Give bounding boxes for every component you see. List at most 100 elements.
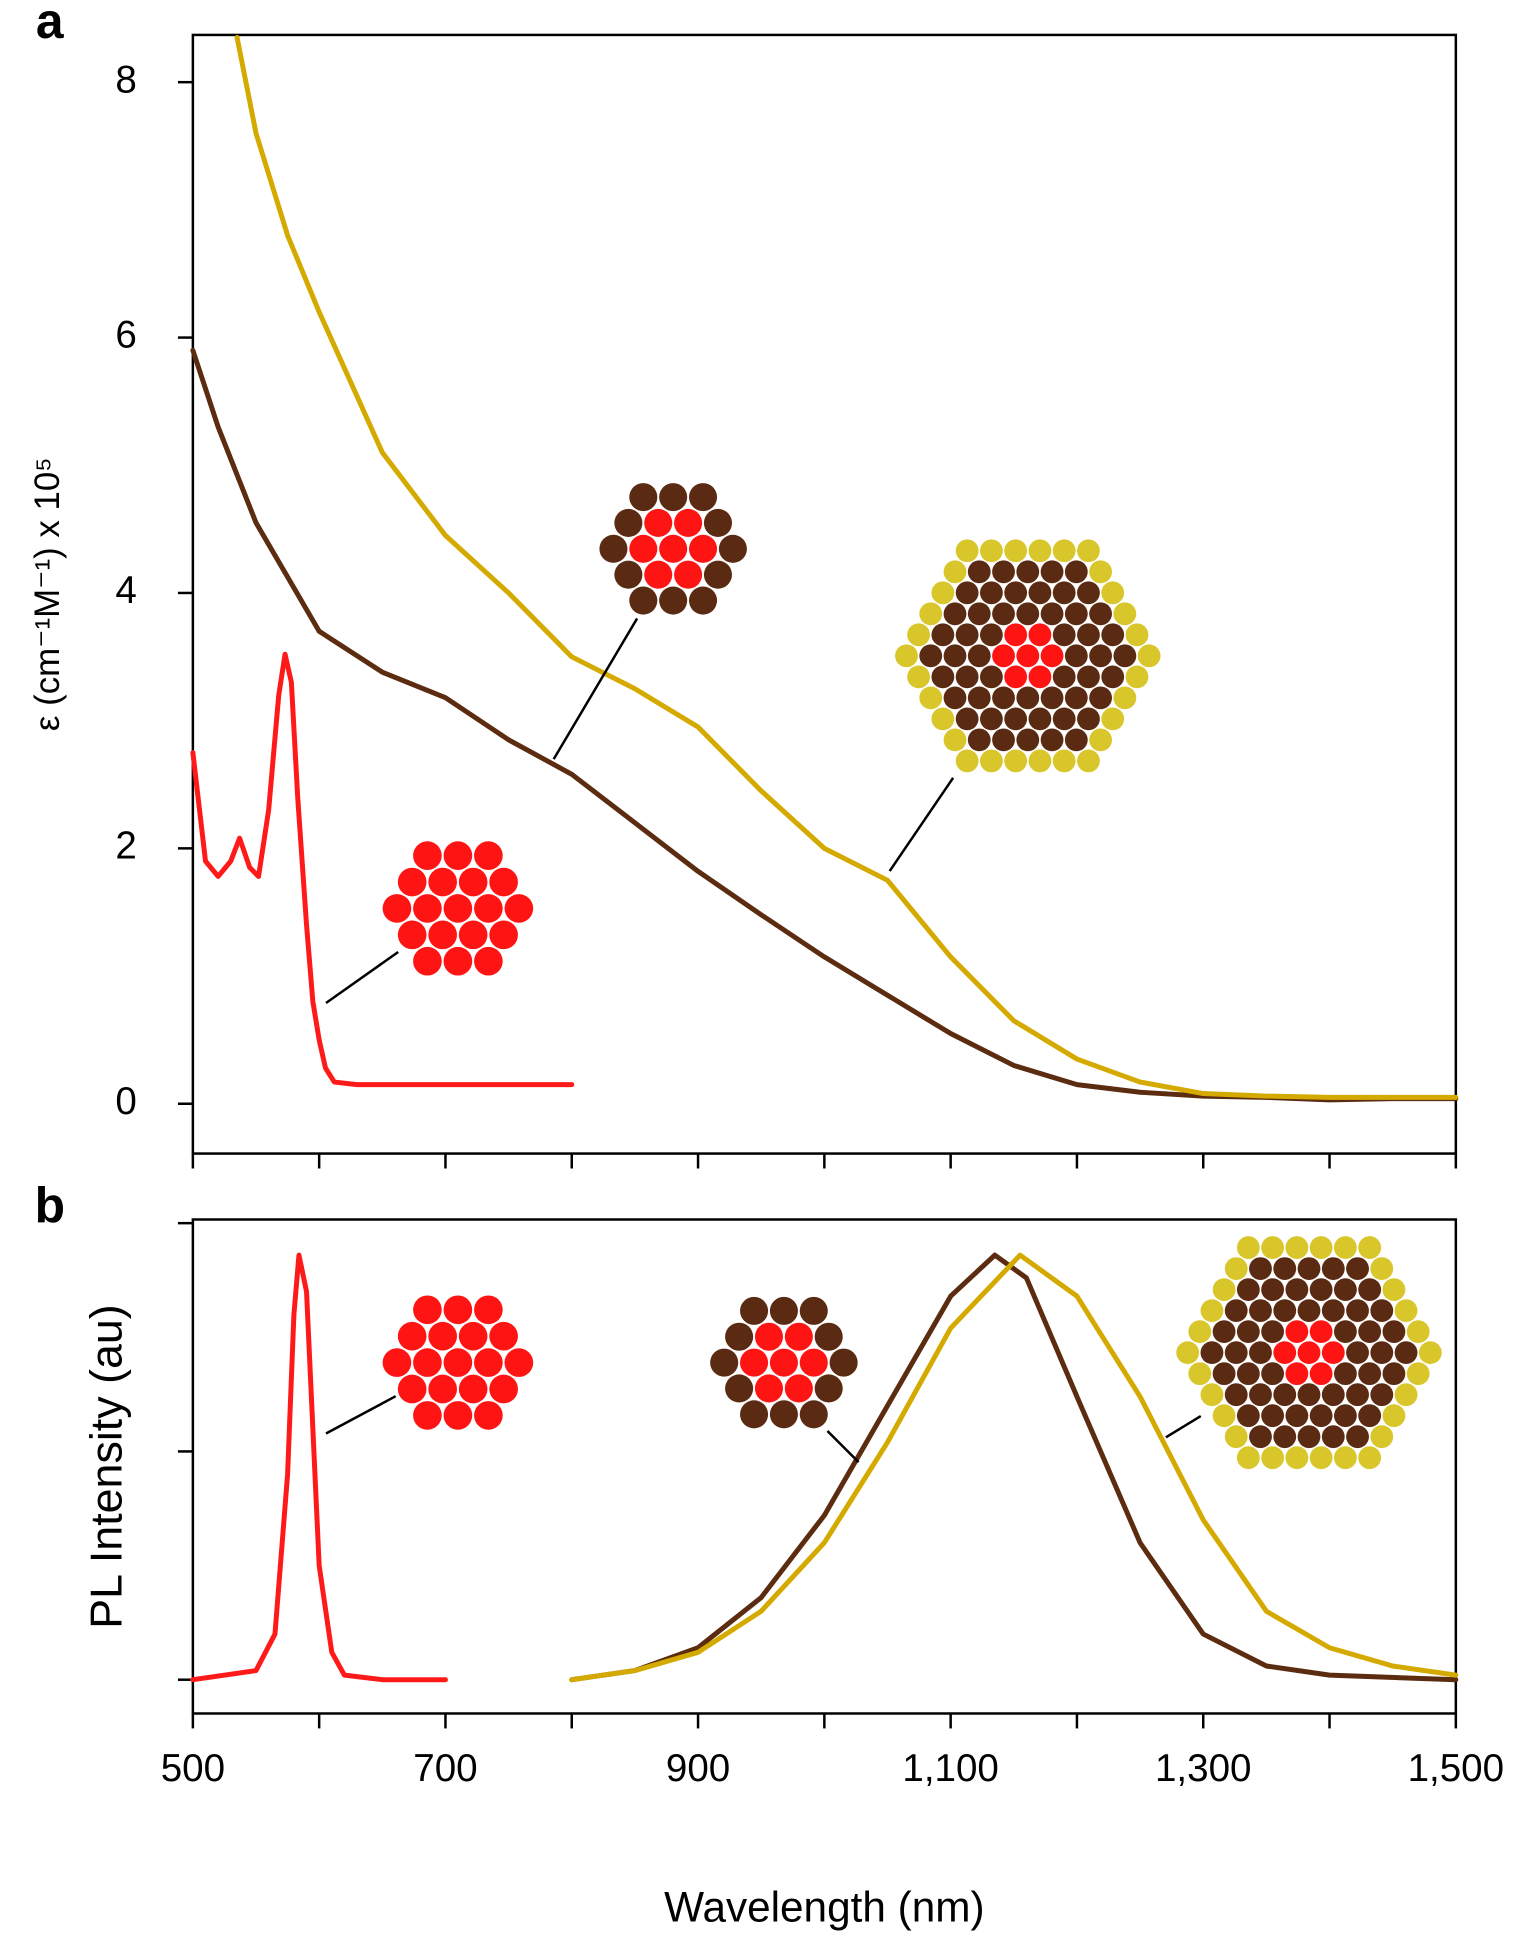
atom <box>1224 1257 1248 1280</box>
atom <box>382 894 412 923</box>
atom <box>1418 1341 1442 1365</box>
atom <box>1309 1278 1333 1302</box>
atom <box>1064 602 1088 626</box>
atom <box>1249 1257 1272 1280</box>
atom <box>703 508 732 538</box>
atom <box>1261 1278 1285 1302</box>
atom <box>1406 1362 1430 1386</box>
atom <box>1137 644 1161 668</box>
atom <box>1406 1320 1430 1344</box>
atom <box>1382 1404 1406 1428</box>
atom <box>1052 665 1076 689</box>
atom <box>659 483 688 512</box>
atom <box>1297 1341 1321 1365</box>
atom <box>829 1348 858 1377</box>
atom <box>1040 728 1064 752</box>
y-tick-label: 2 <box>115 825 136 868</box>
atom <box>1052 581 1076 605</box>
atom <box>1077 539 1100 563</box>
atom <box>740 1400 769 1429</box>
y-axis-label: ε (cm⁻¹M⁻¹) x 10⁵ <box>28 457 67 731</box>
atom <box>1040 686 1064 710</box>
atom <box>1285 1278 1309 1302</box>
atom <box>1358 1446 1382 1470</box>
series-line <box>190 1252 448 1683</box>
atom <box>1176 1341 1200 1365</box>
atom <box>1394 1341 1418 1365</box>
leader-line <box>552 617 639 760</box>
atom <box>1188 1320 1212 1344</box>
atom <box>1370 1383 1394 1407</box>
leader-line <box>325 1395 397 1435</box>
atom <box>1249 1383 1272 1407</box>
atom <box>1236 1278 1260 1302</box>
panel-label: b <box>35 1178 65 1234</box>
atom <box>1285 1320 1309 1344</box>
nanocrystal-icon <box>382 841 534 976</box>
atom <box>955 623 979 647</box>
atom <box>967 602 991 626</box>
nanocrystal-icon <box>895 539 1161 773</box>
atom <box>931 665 955 689</box>
atom <box>1113 644 1137 668</box>
atom <box>1052 707 1076 731</box>
nanocrystal-icon <box>1176 1236 1442 1470</box>
atom <box>1346 1257 1369 1280</box>
series-line <box>190 347 1459 1103</box>
atom <box>1321 1299 1345 1323</box>
atom <box>1346 1383 1369 1407</box>
atom <box>1004 623 1028 647</box>
atom <box>1077 665 1100 689</box>
atom <box>428 920 457 950</box>
atom <box>413 1295 442 1325</box>
atom <box>1394 1299 1418 1323</box>
atom <box>1028 707 1052 731</box>
atom <box>992 602 1015 626</box>
atom <box>397 1321 427 1351</box>
atom <box>1394 1383 1418 1407</box>
atom <box>1224 1425 1248 1449</box>
atom <box>443 946 473 976</box>
atom <box>1224 1383 1248 1407</box>
atom <box>443 1295 473 1325</box>
leader-line <box>888 777 955 872</box>
atom <box>688 483 718 512</box>
atom <box>1113 602 1137 626</box>
atom <box>992 644 1015 668</box>
atom <box>688 534 718 563</box>
atom <box>1188 1362 1212 1386</box>
atom <box>688 586 718 615</box>
atom <box>1004 665 1028 689</box>
atom <box>931 707 955 731</box>
atom <box>1333 1320 1357 1344</box>
atom <box>1028 665 1052 689</box>
atom <box>458 1374 488 1404</box>
atom <box>1309 1320 1333 1344</box>
atom <box>474 1348 503 1377</box>
y-tick-label: 8 <box>115 58 136 101</box>
atom <box>1333 1404 1357 1428</box>
atom <box>979 665 1003 689</box>
atom <box>1273 1299 1297 1323</box>
atom <box>1212 1404 1236 1428</box>
atom <box>474 946 503 976</box>
atom <box>489 867 518 897</box>
atom <box>1370 1341 1394 1365</box>
atom <box>1261 1320 1285 1344</box>
atom <box>1261 1362 1285 1386</box>
atom <box>895 644 918 668</box>
atom <box>504 1348 534 1377</box>
atom <box>1358 1236 1382 1259</box>
atom <box>614 560 643 589</box>
atom <box>428 1321 457 1351</box>
atom <box>1370 1425 1394 1449</box>
nanocrystal-icon <box>710 1296 858 1429</box>
atom <box>674 508 703 538</box>
atom <box>1297 1425 1321 1449</box>
atom <box>992 560 1015 584</box>
atom <box>967 728 991 752</box>
atom <box>474 1295 503 1325</box>
series-line <box>234 34 1459 1100</box>
x-tick-label: 1,500 <box>1408 1747 1505 1790</box>
atom <box>1333 1278 1357 1302</box>
